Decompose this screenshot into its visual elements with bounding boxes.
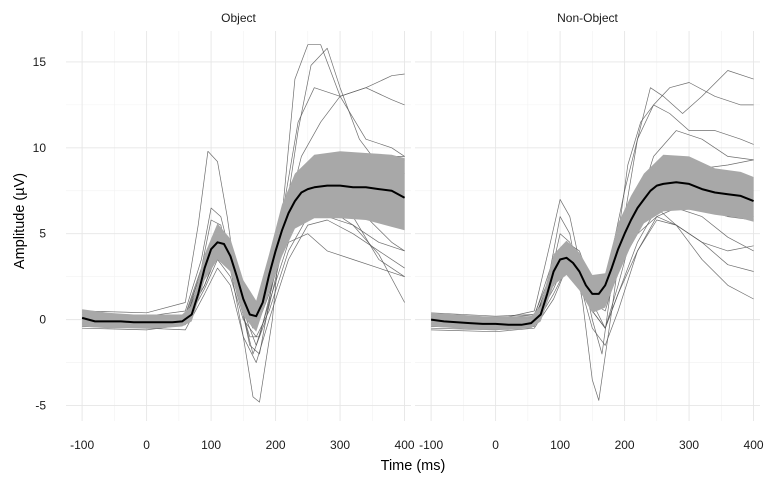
y-tick-label: -5 xyxy=(35,399,46,413)
confidence-ribbon xyxy=(82,151,405,332)
x-tick-label: 200 xyxy=(615,438,635,452)
mean-traces-layer xyxy=(81,181,754,326)
y-axis-title: Amplitude (µV) xyxy=(12,173,28,269)
mean-trace xyxy=(81,184,406,324)
confidence-ribbon xyxy=(431,154,754,330)
x-axis-title: Time (ms) xyxy=(381,458,446,474)
x-tick-label: -100 xyxy=(70,438,94,452)
individual-trace xyxy=(431,104,754,355)
individual-trace xyxy=(431,130,754,320)
x-tick-label: 100 xyxy=(201,438,221,452)
x-tick-label: 100 xyxy=(550,438,570,452)
x-tick-label: 300 xyxy=(679,438,699,452)
ribbon-layer xyxy=(82,151,754,332)
individual-trace xyxy=(431,70,754,401)
x-tick-label: 0 xyxy=(143,438,150,452)
x-tick-label: 200 xyxy=(266,438,286,452)
x-tick-label: 400 xyxy=(744,438,764,452)
y-tick-label: 15 xyxy=(33,55,47,69)
panel-title: Non-Object xyxy=(557,11,618,25)
individual-traces-layer xyxy=(82,44,754,403)
x-tick-label: 0 xyxy=(492,438,499,452)
x-tick-label: -100 xyxy=(419,438,443,452)
panel-title: Object xyxy=(221,11,256,25)
grid-layer xyxy=(66,31,760,421)
x-tick-label: 400 xyxy=(395,438,415,452)
x-tick-label: 300 xyxy=(330,438,350,452)
mean-trace xyxy=(430,181,754,326)
y-tick-label: 10 xyxy=(33,141,47,155)
y-tick-label: 0 xyxy=(39,313,46,327)
y-tick-label: 5 xyxy=(39,227,46,241)
